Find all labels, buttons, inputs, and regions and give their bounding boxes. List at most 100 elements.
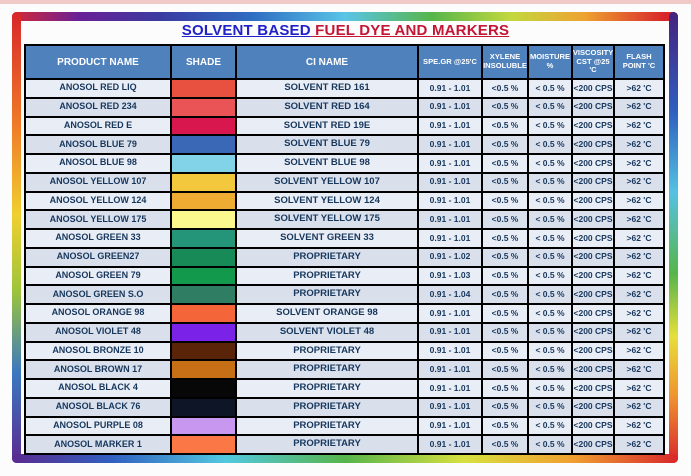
shade-swatch-color [172, 248, 235, 266]
page-title: SOLVENT BASED FUEL DYE AND MARKERS [0, 22, 691, 40]
flash-point-cell: >62 'C [615, 248, 663, 266]
shade-swatch [172, 173, 235, 191]
ci-name-cell: PROPRIETARY [237, 398, 417, 416]
shade-swatch [172, 117, 235, 135]
xylene-insoluble-cell: <0.5 % [483, 361, 527, 378]
moisture-cell: < 0.5 % [529, 192, 571, 210]
flash-point-cell: >62 'C [615, 323, 663, 341]
shade-swatch-color [172, 436, 235, 453]
product-name-cell: ANOSOL GREEN27 [26, 248, 170, 266]
ci-name-cell: SOLVENT YELLOW 124 [237, 192, 417, 210]
viscosity-cell: <200 CPS [573, 398, 613, 416]
moisture-cell: < 0.5 % [529, 267, 571, 285]
shade-swatch [172, 436, 235, 453]
moisture-cell: < 0.5 % [529, 173, 571, 191]
xylene-insoluble-cell: <0.5 % [483, 286, 527, 303]
flash-point-cell: >62 'C [615, 98, 663, 116]
shade-swatch [172, 323, 235, 341]
product-name-cell: ANOSOL BRONZE 10 [26, 342, 170, 360]
column-header-4: XYLENE INSOLUBLE [483, 46, 527, 78]
flash-point-cell: >62 'C [615, 267, 663, 285]
ci-name-cell: SOLVENT BLUE 79 [237, 136, 417, 153]
viscosity-cell: <200 CPS [573, 267, 613, 285]
moisture-cell: < 0.5 % [529, 80, 571, 97]
shade-swatch [172, 155, 235, 172]
title-solvent-based: SOLVENT BASED [181, 22, 311, 39]
ci-name-cell: PROPRIETARY [237, 361, 417, 378]
product-name-cell: ANOSOL VIOLET 48 [26, 323, 170, 341]
xylene-insoluble-cell: <0.5 % [483, 436, 527, 453]
moisture-cell: < 0.5 % [529, 155, 571, 172]
moisture-cell: < 0.5 % [529, 211, 571, 228]
viscosity-cell: <200 CPS [573, 342, 613, 360]
shade-swatch-color [172, 342, 235, 360]
xylene-insoluble-cell: <0.5 % [483, 305, 527, 322]
flash-point-cell: >62 'C [615, 380, 663, 397]
spe-gr-cell: 0.91 - 1.02 [419, 248, 481, 266]
ci-name-cell: PROPRIETARY [237, 286, 417, 303]
xylene-insoluble-cell: <0.5 % [483, 98, 527, 116]
column-header-2: CI NAME [237, 46, 417, 78]
shade-swatch-color [172, 136, 235, 153]
moisture-cell: < 0.5 % [529, 117, 571, 135]
moisture-cell: < 0.5 % [529, 323, 571, 341]
xylene-insoluble-cell: <0.5 % [483, 323, 527, 341]
shade-swatch [172, 398, 235, 416]
shade-swatch-color [172, 398, 235, 416]
title-fuel-dye: FUEL DYE AND MARKERS [310, 22, 510, 39]
flash-point-cell: >62 'C [615, 398, 663, 416]
shade-swatch-color [172, 267, 235, 285]
viscosity-cell: <200 CPS [573, 155, 613, 172]
ci-name-cell: SOLVENT BLUE 98 [237, 155, 417, 172]
column-header-0: PRODUCT NAME [26, 46, 170, 78]
flash-point-cell: >62 'C [615, 155, 663, 172]
flash-point-cell: >62 'C [615, 286, 663, 303]
product-name-cell: ANOSOL BLUE 98 [26, 155, 170, 172]
product-spec-table: PRODUCT NAME SHADE CI NAME SPE.GR @25'C XYLE… [24, 44, 665, 455]
viscosity-cell: <200 CPS [573, 173, 613, 191]
product-name-cell: ANOSOL YELLOW 175 [26, 211, 170, 228]
viscosity-cell: <200 CPS [573, 380, 613, 397]
product-name-cell: ANOSOL BLACK 76 [26, 398, 170, 416]
shade-swatch [172, 80, 235, 97]
moisture-cell: < 0.5 % [529, 305, 571, 322]
shade-swatch-color [172, 117, 235, 135]
column-header-7: FLASH POINT 'C [615, 46, 663, 78]
column-header-3: SPE.GR @25'C [419, 46, 481, 78]
spe-gr-cell: 0.91 - 1.01 [419, 342, 481, 360]
product-name-cell: ANOSOL RED LIQ [26, 80, 170, 97]
spe-gr-cell: 0.91 - 1.01 [419, 323, 481, 341]
flash-point-cell: >62 'C [615, 436, 663, 453]
spe-gr-cell: 0.91 - 1.01 [419, 192, 481, 210]
viscosity-cell: <200 CPS [573, 417, 613, 435]
spe-gr-cell: 0.91 - 1.01 [419, 417, 481, 435]
product-name-cell: ANOSOL MARKER 1 [26, 436, 170, 453]
moisture-cell: < 0.5 % [529, 286, 571, 303]
ci-name-cell: PROPRIETARY [237, 436, 417, 453]
moisture-cell: < 0.5 % [529, 398, 571, 416]
xylene-insoluble-cell: <0.5 % [483, 211, 527, 228]
shade-swatch [172, 230, 235, 247]
flash-point-cell: >62 'C [615, 117, 663, 135]
photo-edge-band [0, 0, 691, 4]
viscosity-cell: <200 CPS [573, 248, 613, 266]
flash-point-cell: >62 'C [615, 192, 663, 210]
viscosity-cell: <200 CPS [573, 361, 613, 378]
ci-name-cell: SOLVENT GREEN 33 [237, 230, 417, 247]
spe-gr-cell: 0.91 - 1.01 [419, 211, 481, 228]
viscosity-cell: <200 CPS [573, 436, 613, 453]
shade-swatch-color [172, 305, 235, 322]
column-header-6: VISCOSITY CST @25 'C [573, 46, 613, 78]
flash-point-cell: >62 'C [615, 417, 663, 435]
product-name-cell: ANOSOL BLACK 4 [26, 380, 170, 397]
ci-name-cell: PROPRIETARY [237, 248, 417, 266]
product-name-cell: ANOSOL GREEN 79 [26, 267, 170, 285]
flash-point-cell: >62 'C [615, 173, 663, 191]
xylene-insoluble-cell: <0.5 % [483, 267, 527, 285]
ci-name-cell: SOLVENT RED 19E [237, 117, 417, 135]
product-name-cell: ANOSOL BLUE 79 [26, 136, 170, 153]
column-header-5: MOISTURE % [529, 46, 571, 78]
product-name-cell: ANOSOL GREEN 33 [26, 230, 170, 247]
spe-gr-cell: 0.91 - 1.01 [419, 136, 481, 153]
xylene-insoluble-cell: <0.5 % [483, 248, 527, 266]
